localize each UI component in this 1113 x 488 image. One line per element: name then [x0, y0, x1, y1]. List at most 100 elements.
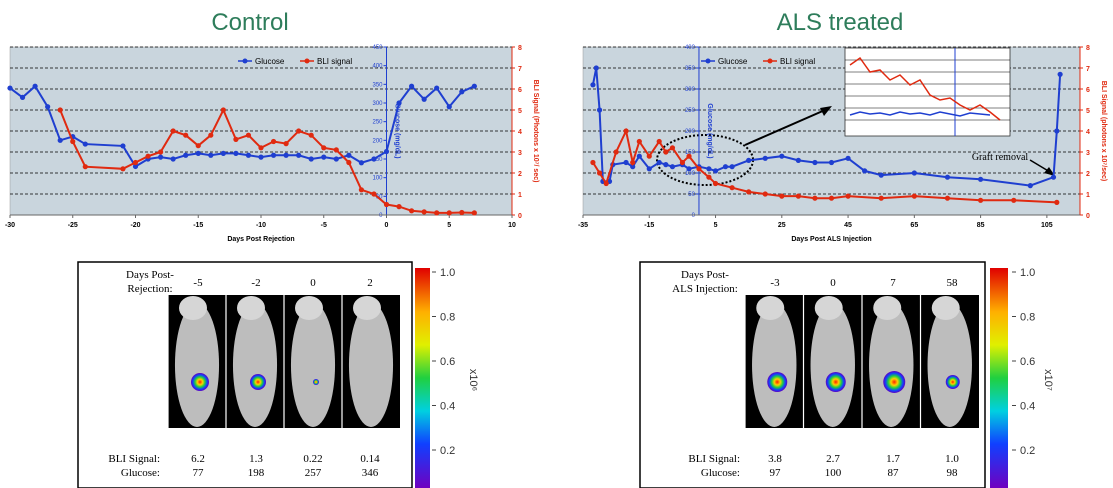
point	[471, 210, 477, 216]
point	[630, 164, 636, 170]
colorbar	[990, 268, 1008, 488]
point	[371, 191, 377, 197]
point	[828, 159, 835, 166]
y-tick-label: 450	[372, 45, 383, 51]
point	[383, 148, 390, 155]
x-tick-label: 65	[910, 222, 918, 229]
inset	[844, 47, 1011, 137]
point	[19, 94, 26, 100]
point	[1050, 174, 1057, 180]
mouse	[348, 303, 394, 427]
mouse	[232, 303, 278, 427]
arrow-head	[820, 106, 832, 116]
point	[593, 65, 599, 71]
point	[686, 166, 692, 172]
y2-tick-label: 8	[1086, 45, 1090, 52]
bli-value: 3.8	[768, 453, 782, 465]
y2-tick-label: 4	[518, 129, 522, 136]
point	[383, 201, 390, 208]
y-tick-label: 400	[372, 64, 383, 70]
point	[669, 145, 676, 151]
y-axis-title: Glucose (mg/dL)	[706, 103, 713, 158]
point	[245, 132, 252, 138]
point	[1027, 183, 1033, 189]
y2-tick-label: 3	[1086, 150, 1090, 157]
x-tick-label: -35	[578, 222, 588, 229]
point	[358, 160, 364, 166]
x-tick-label: -30	[5, 222, 15, 229]
point	[158, 154, 164, 160]
days-value: 0	[830, 277, 836, 289]
point	[623, 128, 629, 134]
point	[421, 209, 427, 215]
colorbar-label: 0.2	[1020, 445, 1035, 457]
y2-tick-label: 8	[518, 45, 522, 52]
y2-tick-label: 6	[1086, 87, 1090, 94]
point	[283, 141, 289, 147]
point	[812, 159, 818, 166]
point	[296, 152, 302, 158]
chart-title: ALS treated	[777, 9, 904, 36]
point	[762, 155, 768, 161]
point	[233, 136, 239, 142]
colorbar-label: 0.6	[1020, 356, 1035, 368]
y-tick-label: 0	[692, 213, 696, 219]
row-label: BLI Signal:	[688, 453, 740, 465]
colorbar-label: 0.4	[440, 401, 455, 413]
days-value: 0	[310, 277, 316, 289]
point	[706, 174, 712, 180]
x-tick-label: -15	[644, 222, 654, 229]
point	[45, 104, 51, 110]
point	[358, 187, 364, 193]
photos	[167, 295, 979, 428]
signal-blob	[945, 375, 960, 389]
mouse	[174, 303, 220, 427]
point	[7, 85, 13, 91]
point	[746, 157, 752, 163]
point	[590, 159, 596, 166]
point	[1011, 197, 1017, 203]
point	[283, 152, 289, 158]
legend-marker	[767, 58, 773, 64]
mouse	[810, 303, 855, 427]
glucose-value: 87	[888, 467, 900, 479]
y2-axis-title: BLI Signal (Photons x 10⁷/ sec)	[532, 80, 539, 183]
y2-tick-label: 2	[518, 171, 522, 178]
point	[746, 189, 752, 195]
y-tick-label: 0	[379, 213, 383, 219]
y2-tick-label: 7	[518, 66, 522, 73]
point	[978, 176, 984, 182]
glucose-value: 97	[770, 467, 782, 479]
row-label: Days Post-	[681, 269, 729, 281]
bli-value: 1.0	[945, 453, 959, 465]
y2-tick-label: 5	[518, 108, 522, 115]
point	[911, 170, 917, 176]
bli-value: 6.2	[191, 453, 205, 465]
colorbar-unit: x10⁷	[1042, 369, 1054, 391]
point	[371, 156, 377, 162]
point	[630, 159, 636, 166]
legend-label: Glucose	[255, 57, 285, 66]
point	[220, 107, 226, 113]
days-value: -5	[193, 277, 203, 289]
x-tick-label: 105	[1041, 222, 1053, 229]
mouse-head	[295, 296, 323, 320]
point	[636, 138, 642, 145]
row-label: Days Post-	[126, 269, 174, 281]
y2-tick-label: 0	[518, 213, 522, 220]
colorbar-label: 0.8	[1020, 312, 1035, 324]
mouse-head	[237, 296, 265, 320]
chart-title: Control	[211, 9, 288, 36]
point	[722, 164, 729, 170]
days-value: 7	[890, 277, 896, 289]
point	[729, 185, 735, 191]
colorbar-label: 0.8	[440, 312, 455, 324]
y2-tick-label: 1	[518, 192, 522, 199]
point	[779, 153, 785, 159]
x-tick-label: 85	[977, 222, 985, 229]
point	[878, 172, 884, 178]
point	[944, 174, 951, 180]
row-label: Rejection:	[127, 283, 172, 295]
arrow-head	[1044, 167, 1055, 176]
